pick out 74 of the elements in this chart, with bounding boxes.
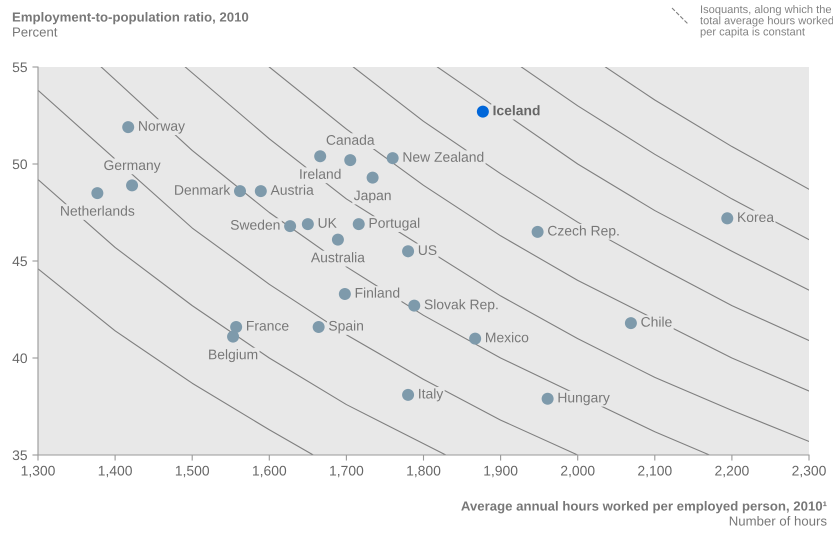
point	[352, 218, 365, 230]
annotation: Italy	[419, 388, 444, 402]
annotation: UK	[318, 218, 337, 228]
point	[469, 332, 482, 345]
point	[332, 234, 344, 246]
point	[234, 185, 246, 198]
line-series	[38, 268, 314, 455]
x-tick-label: 2,300	[792, 466, 826, 478]
point	[284, 220, 296, 232]
annotation: Canada	[326, 134, 375, 145]
annotation: Hungary	[558, 392, 610, 406]
point	[532, 226, 544, 238]
annotation: US	[418, 245, 436, 256]
point	[408, 300, 420, 312]
point	[312, 320, 325, 333]
x-tick-label: 1,300	[22, 466, 55, 478]
annotation: Norway	[139, 121, 185, 134]
y-tick-label: 50	[12, 159, 28, 170]
y-tick-label: 55	[12, 62, 28, 72]
point	[302, 218, 314, 230]
point	[721, 212, 734, 224]
annotation: Spain	[329, 320, 363, 334]
y-tick-label: 45	[12, 256, 28, 266]
point	[402, 245, 414, 258]
y-tick-label: 40	[12, 353, 28, 364]
annotation: Sweden	[230, 220, 280, 230]
annotation: Ireland	[300, 168, 341, 179]
annotation: Germany	[104, 160, 161, 173]
annotation: Austria	[270, 184, 314, 195]
x-tick-label: 2,100	[638, 466, 672, 478]
line-series	[604, 67, 809, 190]
point	[227, 330, 240, 343]
point	[476, 106, 489, 118]
point	[314, 150, 326, 162]
point	[126, 179, 138, 192]
point	[338, 288, 351, 300]
annotation: Mexico	[486, 332, 528, 342]
line-series	[436, 67, 809, 291]
point	[91, 187, 104, 200]
x-tick-label: 1,900	[484, 466, 518, 478]
point	[122, 121, 134, 134]
point	[624, 317, 637, 330]
point	[402, 388, 414, 401]
annotation: Denmark	[175, 184, 230, 195]
annotation: Chile	[641, 316, 672, 327]
point	[230, 320, 242, 333]
text: Isoquants, along which the total average hours worked per capita is constant	[700, 5, 833, 38]
annotation: Czech Rep.	[548, 225, 619, 238]
annotation: New Zealand	[404, 152, 484, 162]
annotation: Belgium	[209, 349, 258, 362]
annotation: Australia	[310, 252, 365, 262]
x-tick-label: 1,400	[98, 466, 132, 478]
x-tick-label: 1,600	[252, 466, 286, 478]
x-tick-label: 1,500	[176, 466, 210, 478]
annotation: Iceland	[494, 105, 540, 116]
annotation: Portugal	[370, 218, 420, 231]
point	[254, 185, 267, 198]
annotation: Slovak Rep.	[424, 299, 498, 312]
x-tick-label: 1,800	[407, 466, 440, 478]
annotation: Korea	[738, 212, 774, 222]
point	[386, 152, 399, 164]
annotation: Finland	[356, 288, 400, 298]
annotation: Netherlands	[61, 206, 134, 216]
annotation: Japan	[354, 190, 391, 204]
y-tick-label: 35	[12, 450, 28, 460]
y-axis-title: Employment-to-population ratio, 2010 Percent	[12, 12, 248, 37]
annotation: France	[247, 320, 288, 331]
point	[344, 154, 356, 166]
x-axis-title: Average annual hours worked per employed person, 2010¹ Number of hours	[461, 501, 827, 526]
x-tick-label: 2,200	[715, 466, 749, 478]
x-tick-label: 1,700	[330, 466, 364, 478]
point	[542, 392, 554, 405]
x-tick-label: 2,000	[561, 466, 595, 478]
point	[366, 172, 379, 184]
